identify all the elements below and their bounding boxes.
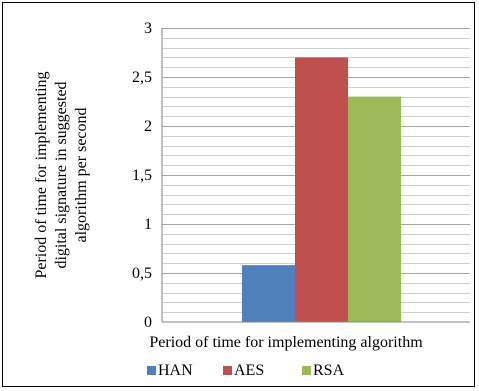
y-tick-label: 2 bbox=[144, 118, 152, 135]
y-tick-label: 0,5 bbox=[132, 265, 152, 282]
y-tick-label: 0 bbox=[144, 314, 152, 331]
legend-swatch-han bbox=[147, 366, 156, 375]
bar-aes bbox=[295, 57, 348, 323]
y-axis-title-line-3: algorithm per second bbox=[73, 107, 90, 242]
y-tick-label: 2,5 bbox=[132, 69, 152, 86]
x-axis-title: Period of time for implementing algorith… bbox=[149, 334, 423, 351]
axes bbox=[161, 28, 470, 323]
y-axis-title: Period of time for implementing digital … bbox=[33, 71, 90, 278]
legend-label-han: HAN bbox=[158, 362, 193, 379]
bar-han bbox=[242, 265, 295, 322]
y-tick-labels: 0 0,5 1 1,5 2 2,5 3 bbox=[132, 20, 152, 331]
y-tick-label: 1,5 bbox=[132, 167, 152, 184]
legend-swatch-rsa bbox=[302, 366, 311, 375]
y-tick-label: 1 bbox=[144, 216, 152, 233]
legend: HAN AES RSA bbox=[147, 362, 345, 379]
legend-label-rsa: RSA bbox=[313, 362, 345, 379]
bars bbox=[242, 57, 401, 323]
legend-swatch-aes bbox=[223, 366, 232, 375]
legend-label-aes: AES bbox=[234, 362, 264, 379]
y-axis-title-line-1: Period of time for implementing bbox=[33, 71, 50, 278]
y-tick-label: 3 bbox=[144, 20, 152, 37]
bar-rsa bbox=[348, 96, 401, 322]
y-axis-title-line-2: digital signature in suggested bbox=[53, 81, 70, 268]
